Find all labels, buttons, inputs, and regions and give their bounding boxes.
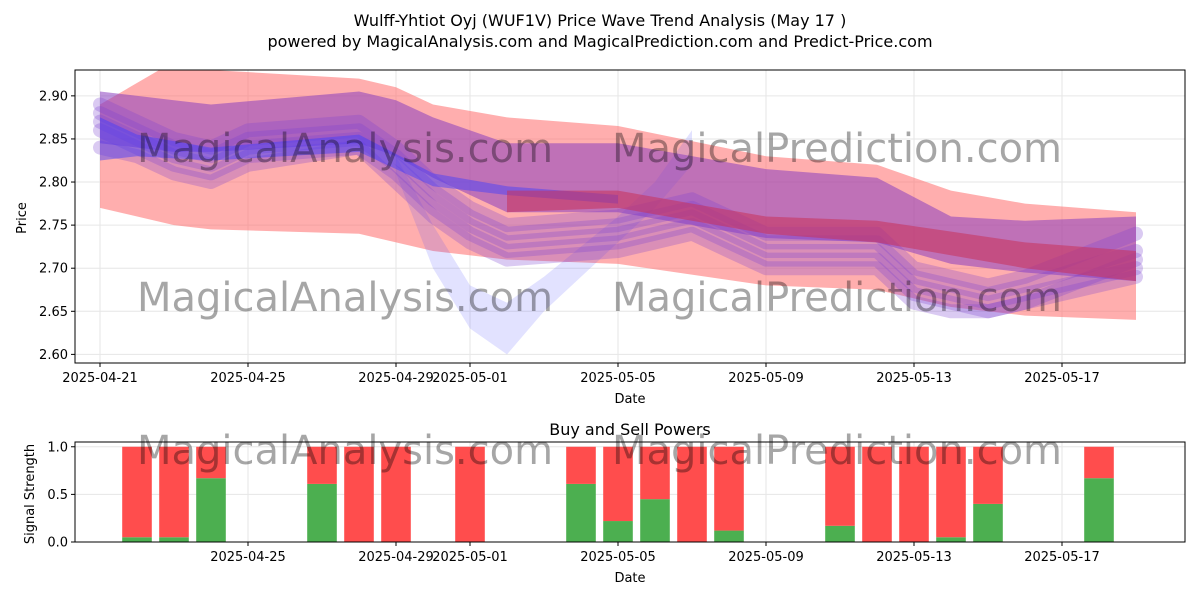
watermark-text: MagicalAnalysis.com (137, 428, 553, 474)
sell-bar (1084, 446, 1114, 479)
x-tick-label: 2025-05-13 (876, 371, 952, 386)
blue-dip-band (396, 130, 692, 355)
wave-line (93, 140, 1143, 319)
buy-bar (936, 537, 966, 542)
x-tick-label: 2025-05-17 (1024, 371, 1100, 386)
sell-bar (936, 446, 966, 538)
y-tick-label: 2.60 (39, 348, 68, 363)
x-tick-label: 2025-04-29 (358, 550, 434, 565)
buy-bar (603, 521, 633, 542)
watermark-text: MagicalPrediction.com (612, 126, 1062, 172)
y-tick-label: 0.0 (47, 536, 68, 551)
sell-bar (566, 446, 596, 484)
lower-y-axis-label: Signal Strength (23, 444, 38, 544)
watermark-text: MagicalAnalysis.com (137, 126, 553, 172)
price-plot: 2025-04-21 2025-04-25 2025-04-292025-05-01… (39, 69, 1186, 386)
wave-line (93, 106, 1143, 302)
red-trend-band (507, 190, 1136, 282)
x-tick-label: 2025-04-29 (358, 371, 434, 386)
x-tick-label: 2025-05-17 (1024, 550, 1100, 565)
y-tick-label: 2.65 (39, 305, 68, 320)
x-tick-label: 2025-05-05 (580, 371, 656, 386)
sell-bar (381, 446, 411, 542)
buy-bar (566, 483, 596, 542)
sell-bar (196, 446, 226, 479)
x-tick-label: 2025-05-01 (432, 371, 508, 386)
sell-bar (714, 446, 744, 531)
sell-bar (899, 446, 929, 542)
watermark-text: MagicalPrediction.com (612, 428, 1062, 474)
sell-bar (640, 446, 670, 500)
sell-bar (455, 446, 485, 542)
figure-title-line1: Wulff-Yhtiot Oyj (WUF1V) Price Wave Tren… (354, 11, 847, 30)
y-tick-label: 2.90 (39, 89, 68, 104)
buy-bar (1084, 478, 1114, 542)
y-tick-label: 2.75 (39, 219, 68, 234)
buy-bar (307, 483, 337, 542)
x-tick-label: 2025-04-25 (210, 371, 286, 386)
x-tick-label: 2025-05-09 (728, 371, 804, 386)
wave-line (93, 97, 1143, 293)
sell-bar (862, 446, 892, 542)
y-tick-label: 1.0 (47, 440, 68, 455)
x-tick-label: 2025-05-13 (876, 550, 952, 565)
buy-bar (825, 525, 855, 542)
buy-bar (159, 537, 189, 542)
buy-bar (640, 499, 670, 542)
x-tick-label: 2025-05-01 (432, 550, 508, 565)
buy-bar (196, 478, 226, 542)
y-tick-label: 2.70 (39, 262, 68, 277)
wave-line (93, 123, 1143, 319)
sell-bar (973, 446, 1003, 504)
price-series-layer (93, 70, 1143, 355)
y-tick-label: 2.85 (39, 132, 68, 147)
x-tick-label: 2025-04-21 (62, 371, 138, 386)
signal-axes-frame (74, 441, 1186, 543)
watermark-text: MagicalAnalysis.com (137, 275, 553, 321)
figure-title-line2: powered by MagicalAnalysis.com and Magic… (267, 32, 932, 51)
sell-bar (122, 446, 152, 538)
x-tick-label: 2025-05-05 (580, 550, 656, 565)
lower-x-axis-label: Date (614, 571, 645, 586)
sell-bar (603, 446, 633, 522)
y-tick-label: 2.80 (39, 176, 68, 191)
wave-line (93, 114, 1143, 310)
sell-bar (159, 446, 189, 538)
price-axes-frame (74, 69, 1186, 364)
x-tick-label: 2025-05-09 (728, 550, 804, 565)
watermark-text: MagicalPrediction.com (612, 275, 1062, 321)
x-tick-label: 2025-04-25 (210, 550, 286, 565)
y-tick-label: 0.5 (47, 488, 68, 503)
upper-x-axis-label: Date (614, 392, 645, 407)
lower-chart-title: Buy and Sell Powers (549, 420, 711, 439)
sell-bar (677, 446, 707, 542)
buy-bar (122, 537, 152, 542)
buy-bar (714, 530, 744, 542)
sell-bar (344, 446, 374, 542)
upper-y-axis-label: Price (15, 202, 30, 234)
buy-bar (973, 503, 1003, 542)
sell-bar (307, 446, 337, 484)
sell-bar (825, 446, 855, 526)
